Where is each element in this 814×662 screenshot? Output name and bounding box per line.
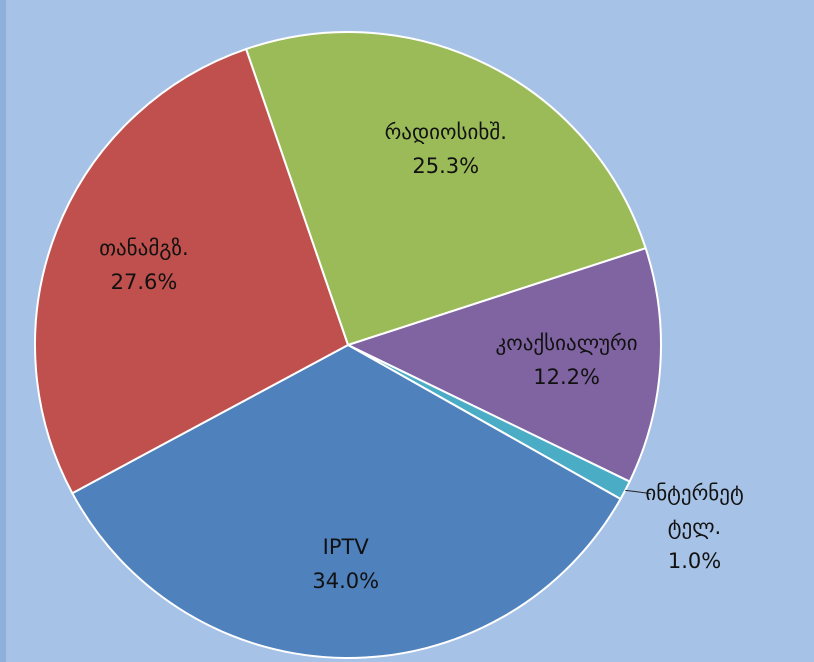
pie-slice [34,47,350,495]
pie-slice [244,31,647,347]
slice-label: თანამგზ. 27.6% [69,231,219,299]
category-name: IPTV [322,535,369,560]
slice-label: ინტერნეტ ტელ. 1.0% [620,476,770,578]
category-name: რადიოსიხშ. [384,119,507,144]
slice-label: კოაქსიალური 12.2% [492,326,642,394]
slice-label: რადიოსიხშ. 25.3% [371,115,521,183]
value-label: 25.3% [412,153,480,178]
pie-slice [70,343,622,659]
category-name: ინტერნეტ ტელ. [645,480,744,539]
slice-label: IPTV 34.0% [271,530,421,598]
value-label: 12.2% [533,365,600,389]
frame-edge [0,0,6,662]
category-name: კოაქსიალური [495,331,638,355]
pie-slice [345,246,662,483]
category-name: თანამგზ. [99,236,189,261]
value-label: 27.6% [110,270,178,295]
value-label: 34.0% [312,569,380,594]
leader-line [625,489,652,495]
value-label: 1.0% [667,548,722,573]
